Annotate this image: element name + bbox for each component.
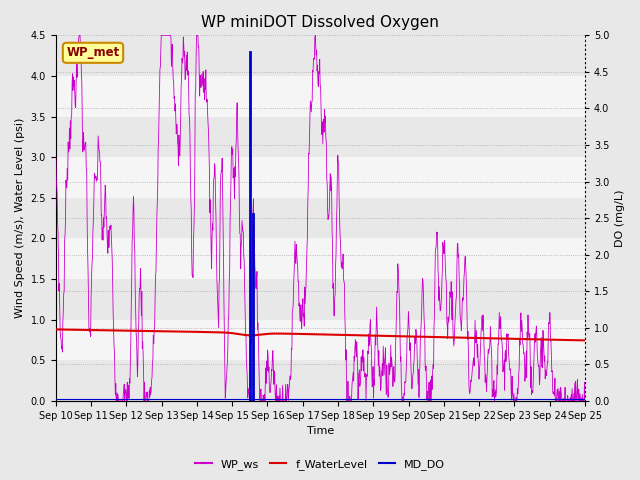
Y-axis label: Wind Speed (m/s), Water Level (psi): Wind Speed (m/s), Water Level (psi): [15, 118, 25, 318]
Text: WP_met: WP_met: [67, 46, 120, 60]
Bar: [56, 360, 585, 401]
Bar: [56, 117, 585, 157]
Legend: WP_ws, f_WaterLevel, MD_DO: WP_ws, f_WaterLevel, MD_DO: [191, 455, 449, 474]
Title: WP miniDOT Dissolved Oxygen: WP miniDOT Dissolved Oxygen: [202, 15, 439, 30]
Bar: [56, 198, 585, 239]
Bar: [56, 76, 585, 117]
Bar: [56, 36, 585, 76]
Bar: [56, 157, 585, 198]
Bar: [56, 320, 585, 360]
Bar: [56, 279, 585, 320]
X-axis label: Time: Time: [307, 426, 334, 436]
Y-axis label: DO (mg/L): DO (mg/L): [615, 190, 625, 247]
Bar: [56, 239, 585, 279]
